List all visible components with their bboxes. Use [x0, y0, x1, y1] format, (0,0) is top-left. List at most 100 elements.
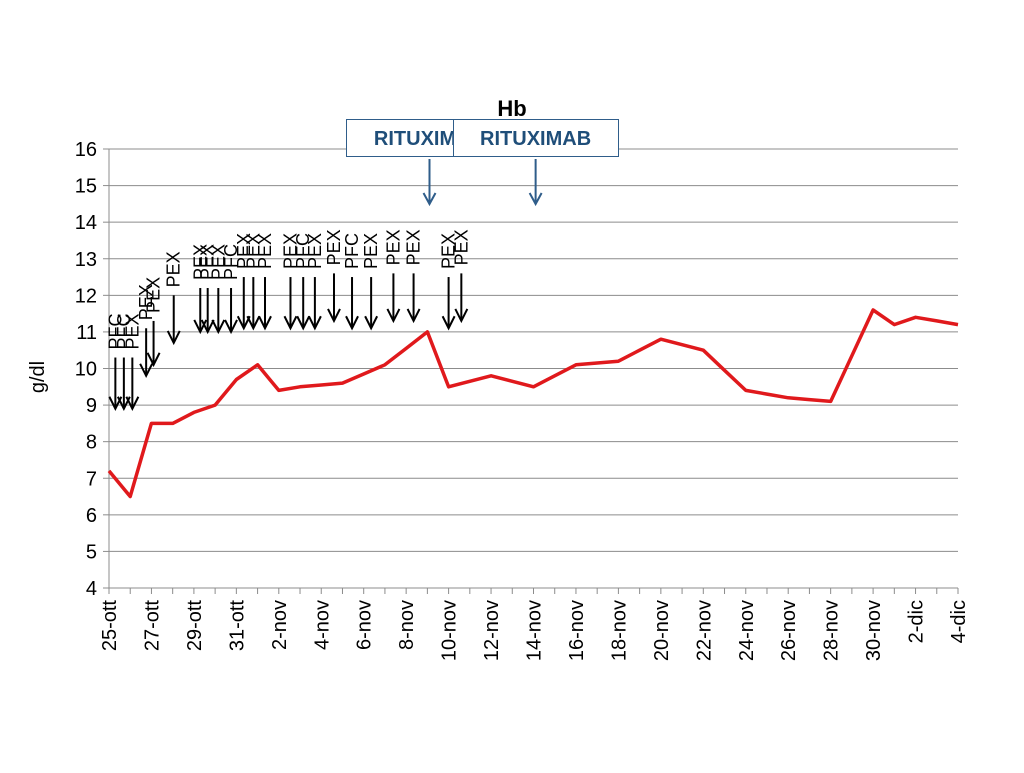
treatment-arrow-head — [211, 319, 226, 335]
treatment-arrow-head — [200, 319, 215, 335]
y-tick-label: 8 — [86, 432, 97, 454]
treatment-arrow-head — [139, 363, 154, 379]
treatment-label: PFC — [114, 314, 134, 350]
treatment-arrow-head — [364, 315, 379, 331]
treatment-marker: PFC — [105, 314, 125, 411]
x-tick-label: 20-nov — [651, 600, 673, 661]
x-tick-label: 26-nov — [778, 600, 800, 661]
x-tick-labels: 25-ott 27-ott 29-ott 31-ott 2-nov 4-nov 6-nov 8… — [99, 588, 970, 661]
treatment-arrow-head — [224, 319, 238, 335]
treatment-arrow-head — [166, 330, 181, 346]
treatment-marker: PEX — [383, 229, 403, 324]
treatment-marker: PEX — [144, 277, 164, 368]
y-tick-label: 12 — [75, 285, 97, 307]
treatment-arrow-head — [125, 396, 140, 411]
x-tick-label: 30-nov — [863, 600, 885, 661]
treatment-label: PEX — [243, 233, 263, 269]
y-tick-labels: 4 5 6 7 8 9 10 11 12 13 14 15 16 — [75, 139, 97, 600]
treatment-marker: PEX — [404, 229, 424, 324]
hb-line — [107, 308, 959, 499]
y-tick-label: 4 — [86, 578, 97, 600]
x-tick-label: 14-nov — [524, 600, 546, 661]
rituximab-arrow-head — [528, 192, 543, 207]
x-tick-label: 25-ott — [99, 600, 121, 652]
treatment-marker: PEX — [198, 244, 218, 335]
treatment-label: PFC — [221, 244, 241, 280]
treatment-marker: PEX — [164, 251, 184, 346]
treatment-arrow-head — [236, 315, 251, 331]
chart-title: Hb — [497, 96, 526, 121]
y-tick-label: 10 — [75, 359, 97, 381]
x-tick-label: 2-nov — [269, 600, 291, 650]
treatment-label: PEX — [305, 233, 325, 269]
treatment-arrow-head — [146, 352, 161, 368]
rituximab-arrow-head — [422, 192, 437, 207]
treatment-label: PEX — [439, 233, 459, 269]
series-hb — [107, 308, 959, 499]
x-tick-label: 27-ott — [141, 600, 163, 652]
treatment-label: PEX — [164, 251, 184, 287]
treatment-label: PEX — [404, 229, 424, 265]
treatment-label: PEX — [383, 229, 403, 265]
treatment-label: PEX — [280, 233, 300, 269]
x-tick-label: 4-dic — [948, 600, 970, 643]
y-tick-label: 5 — [86, 541, 97, 563]
treatment-label: PEX — [234, 233, 254, 269]
treatment-marker: PEX — [190, 244, 210, 335]
y-tick-label: 11 — [76, 322, 97, 344]
x-tick-label: 8-nov — [396, 600, 418, 650]
treatment-arrow-head — [345, 315, 359, 331]
treatment-marker: PEX — [208, 244, 228, 335]
treatment-arrow-head — [327, 308, 341, 324]
treatment-arrow-head — [296, 315, 311, 331]
treatment-label: PEX — [198, 244, 218, 280]
treatment-marker: PEX — [361, 233, 381, 331]
x-tick-label: 31-ott — [226, 600, 248, 652]
x-tick-label: 6-nov — [354, 600, 376, 650]
x-tick-label: 10-nov — [439, 600, 461, 661]
treatment-marker: PFC — [221, 244, 241, 335]
x-tick-label: 29-ott — [184, 600, 206, 652]
treatment-label: PFC — [342, 233, 362, 269]
treatment-arrow-head — [307, 315, 322, 331]
treatment-arrow-head — [246, 315, 261, 331]
treatment-label: PEX — [122, 313, 142, 349]
treatment-arrow-head — [441, 315, 456, 331]
y-tick-label: 13 — [75, 249, 97, 271]
x-tick-label: 12-nov — [481, 600, 503, 661]
treatment-marker: PFC — [293, 233, 313, 331]
treatment-marker: PFC — [342, 233, 362, 331]
y-tick-label: 6 — [86, 505, 97, 527]
treatment-arrow-head — [406, 308, 421, 324]
treatment-label: PEX — [361, 233, 381, 269]
treatment-marker: PEX — [280, 233, 300, 331]
treatment-arrow-head — [283, 315, 298, 331]
x-tick-label: 28-nov — [821, 600, 843, 661]
treatment-label: PEX — [324, 229, 344, 265]
treatment-label: PEX — [190, 244, 210, 280]
treatment-marker: PEX — [451, 229, 471, 324]
x-tick-label: 4-nov — [311, 600, 333, 650]
treatment-marker: PEX — [136, 284, 156, 379]
y-tick-label: 7 — [86, 468, 97, 490]
treatment-label: PEX — [136, 284, 156, 320]
treatment-marker: PEX — [234, 233, 254, 331]
treatment-label: PFC — [105, 314, 125, 350]
x-tick-label: 16-nov — [566, 600, 588, 661]
treatment-label: PFC — [293, 233, 313, 269]
treatment-arrow-head — [258, 315, 272, 331]
treatment-marker: PEX — [305, 233, 325, 331]
y-axis-label: g/dl — [27, 361, 49, 393]
treatment-marker: PEX — [439, 233, 459, 331]
treatment-marker: PEX — [255, 233, 275, 331]
y-tick-label: 9 — [86, 395, 97, 417]
treatment-marker: PEX — [324, 229, 344, 324]
treatment-label: PEX — [208, 244, 228, 280]
y-tick-label: 15 — [75, 176, 97, 198]
treatment-arrow-head — [454, 308, 469, 324]
x-tick-label: 24-nov — [736, 600, 758, 661]
treatment-arrow-head — [386, 308, 401, 324]
